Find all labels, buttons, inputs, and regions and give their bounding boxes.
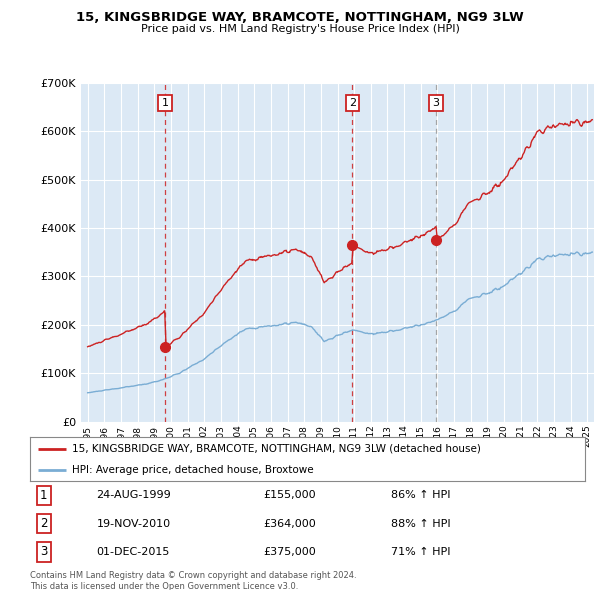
Text: £155,000: £155,000 (263, 490, 316, 500)
Text: 2: 2 (349, 98, 356, 108)
Text: 15, KINGSBRIDGE WAY, BRAMCOTE, NOTTINGHAM, NG9 3LW (detached house): 15, KINGSBRIDGE WAY, BRAMCOTE, NOTTINGHA… (71, 444, 481, 454)
Text: Price paid vs. HM Land Registry's House Price Index (HPI): Price paid vs. HM Land Registry's House … (140, 24, 460, 34)
Text: Contains HM Land Registry data © Crown copyright and database right 2024.
This d: Contains HM Land Registry data © Crown c… (30, 571, 356, 590)
Text: 86% ↑ HPI: 86% ↑ HPI (391, 490, 450, 500)
Text: 3: 3 (433, 98, 440, 108)
Text: 88% ↑ HPI: 88% ↑ HPI (391, 519, 451, 529)
Text: HPI: Average price, detached house, Broxtowe: HPI: Average price, detached house, Brox… (71, 465, 313, 475)
Text: 01-DEC-2015: 01-DEC-2015 (97, 547, 170, 557)
Text: 1: 1 (40, 489, 47, 502)
Text: 71% ↑ HPI: 71% ↑ HPI (391, 547, 450, 557)
Text: 2: 2 (40, 517, 47, 530)
Text: 24-AUG-1999: 24-AUG-1999 (97, 490, 172, 500)
Text: 15, KINGSBRIDGE WAY, BRAMCOTE, NOTTINGHAM, NG9 3LW: 15, KINGSBRIDGE WAY, BRAMCOTE, NOTTINGHA… (76, 11, 524, 24)
Text: 1: 1 (161, 98, 169, 108)
Text: £364,000: £364,000 (263, 519, 316, 529)
Text: 3: 3 (40, 545, 47, 558)
Text: 19-NOV-2010: 19-NOV-2010 (97, 519, 171, 529)
Text: £375,000: £375,000 (263, 547, 316, 557)
